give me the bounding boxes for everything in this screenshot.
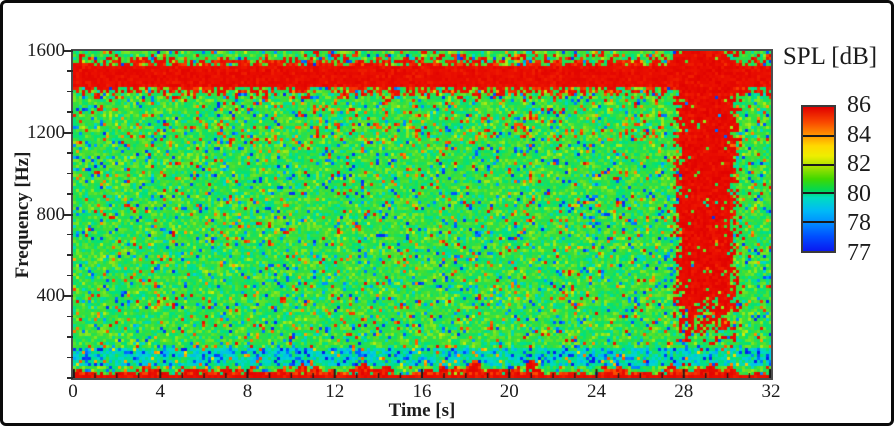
x-axis-title: Time [s] [388,400,456,421]
y-minor-tick-mark [67,70,73,72]
colorbar-title: SPL [dB] [782,43,878,70]
y-minor-tick-mark [67,233,73,236]
colorbar-label: 84 [847,121,871,148]
y-tick-label: 400 [36,285,66,307]
colorbar-label: 80 [847,180,871,207]
y-minor-tick-mark [67,172,73,175]
y-major-tick-mark [64,213,73,216]
colorbar-divider [803,192,834,195]
x-tick-label: 32 [761,381,781,402]
x-tick-label: 16 [412,381,432,402]
colorbar-divider [803,163,834,166]
y-tick-label: 800 [36,203,66,225]
y-minor-tick-mark [67,90,73,93]
x-tick-label: 12 [325,381,345,402]
y-minor-tick-mark [67,377,73,379]
y-minor-tick-mark [67,336,73,338]
y-minor-tick-mark [67,254,73,256]
x-tick-label: 20 [499,381,519,402]
y-major-tick-mark [64,50,73,52]
y-minor-tick-mark [67,111,73,113]
x-tick-label: 0 [68,381,78,402]
colorbar [801,105,836,253]
y-tick-label: 1200 [27,121,65,143]
y-minor-tick-mark [67,274,73,277]
colorbar-label: 77 [847,240,871,266]
x-tick-label: 24 [587,381,606,402]
y-minor-tick-mark [67,356,73,359]
colorbar-divider [803,221,834,224]
x-tick-label: 28 [674,381,694,402]
colorbar-label: 86 [847,92,871,118]
spectrogram-canvas [73,51,771,378]
colorbar-label: 82 [847,151,871,178]
y-tick-label: 1600 [27,40,65,61]
x-tick-label: 4 [155,381,166,402]
y-major-tick-mark [64,295,73,298]
colorbar-label: 78 [847,210,871,237]
y-minor-tick-mark [67,152,73,154]
y-minor-tick-mark [67,315,73,318]
y-minor-tick-mark [67,193,73,195]
y-major-tick-mark [64,131,73,134]
x-tick-label: 8 [242,381,253,402]
colorbar-divider [803,134,834,137]
